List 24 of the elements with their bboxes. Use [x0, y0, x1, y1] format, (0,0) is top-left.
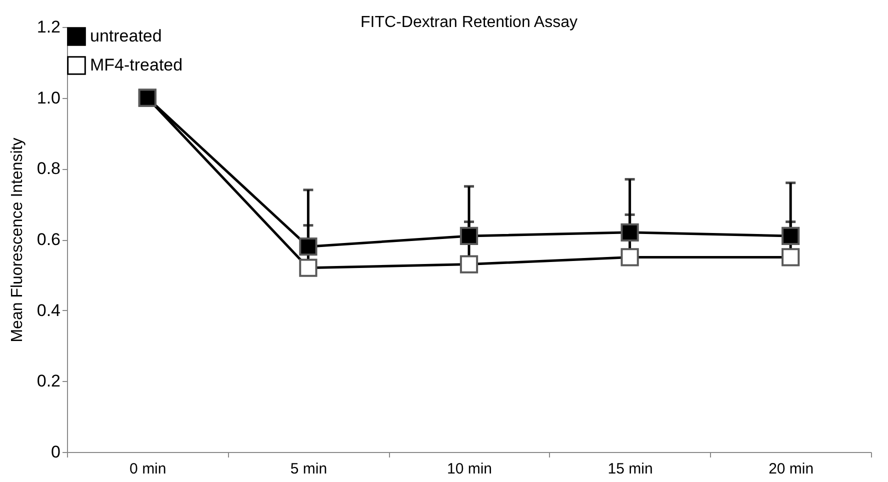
y-tick-label: 0	[51, 442, 60, 462]
x-tick-label: 0 min	[130, 460, 166, 478]
legend-label: MF4-treated	[90, 56, 183, 74]
x-tick-label: 10 min	[446, 460, 492, 478]
y-axis-title: Mean Fluorescence Intensity	[8, 138, 26, 342]
y-tick-label: 1.2	[36, 18, 60, 36]
y-tick-label: 1.0	[36, 88, 60, 108]
point	[620, 223, 639, 242]
chart-title: FITC-Dextran Retention Assay	[360, 14, 578, 31]
x-tick-label: 15 min	[608, 460, 653, 478]
y-tick-label: 0.2	[36, 372, 60, 391]
x-tick-label: 5 min	[290, 460, 328, 478]
point	[299, 258, 318, 277]
point	[620, 248, 639, 266]
legend-label: untreated	[90, 26, 162, 46]
y-tick-label: 0.6	[36, 230, 60, 249]
y-tick-label: 0.4	[36, 300, 60, 320]
point	[299, 238, 318, 256]
point	[782, 248, 800, 266]
y-tick-label: 0.8	[36, 159, 60, 178]
point	[782, 226, 800, 246]
point	[460, 255, 478, 274]
x-tick-label: 20 min	[768, 460, 814, 478]
point	[460, 226, 478, 246]
